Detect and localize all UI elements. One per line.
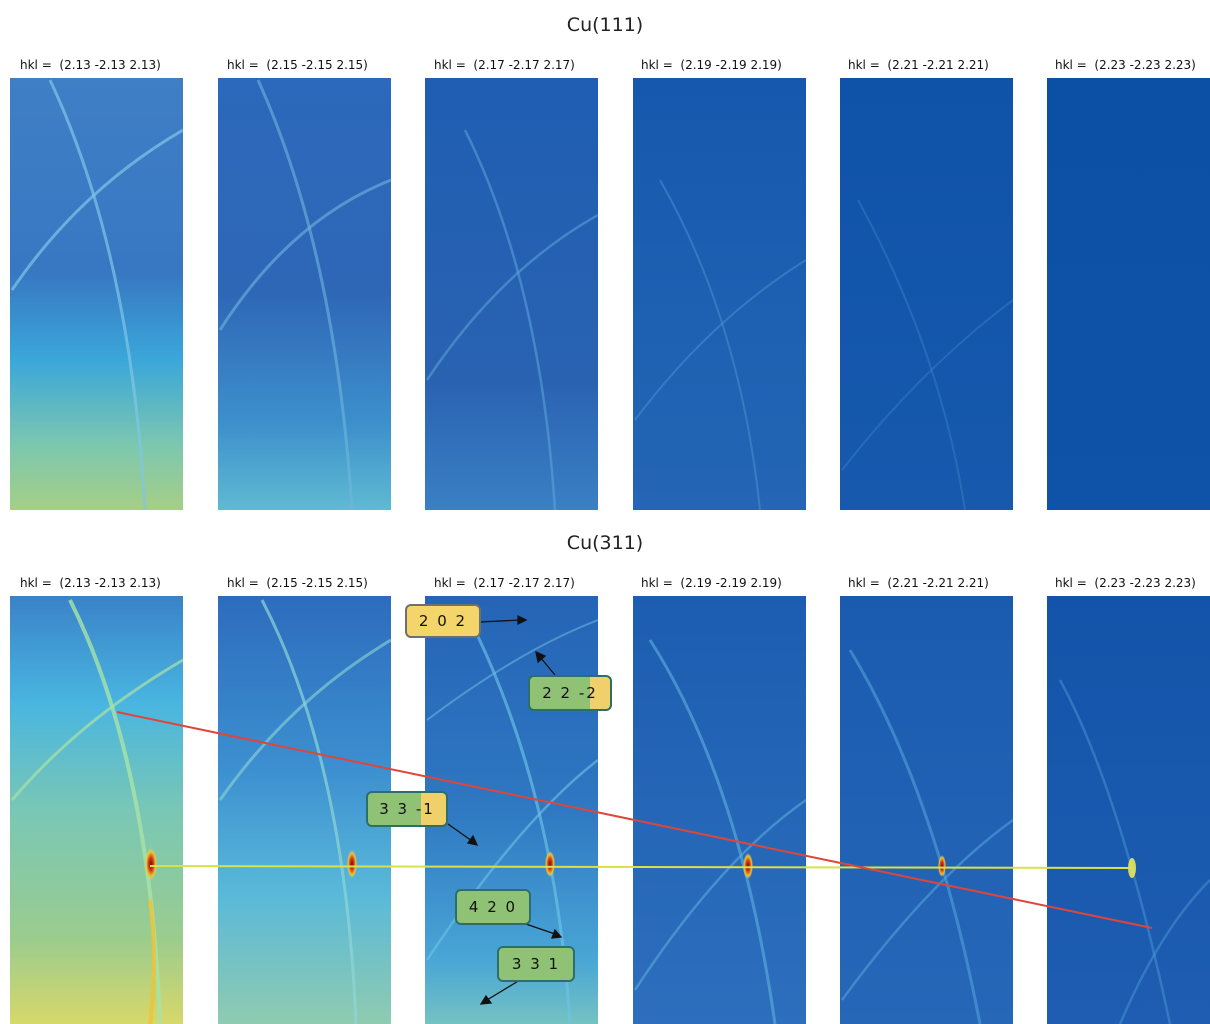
bottom-panel-4 — [633, 596, 806, 1024]
top-panel-1 — [10, 78, 183, 510]
top-panel-2 — [218, 78, 391, 510]
section-title-cu311: Cu(311) — [566, 532, 644, 554]
annotation-label-420: 4 2 0 — [455, 889, 531, 925]
bottom-panel-6 — [1047, 596, 1210, 1024]
annotation-arrows — [447, 614, 563, 1005]
panel-label: hkl = (2.17 -2.17 2.17) — [434, 58, 575, 72]
panel-label: hkl = (2.21 -2.21 2.21) — [848, 58, 989, 72]
horizontal-guide-line — [149, 865, 1133, 869]
diagonal-guide-line — [116, 711, 1153, 929]
bottom-panel-5 — [840, 596, 1013, 1024]
top-panel-6 — [1047, 78, 1210, 510]
top-panel-3 — [425, 78, 598, 510]
panel-label: hkl = (2.15 -2.15 2.15) — [227, 58, 368, 72]
annotation-label-33-1: 3 3 -1 — [366, 791, 448, 827]
panel-label: hkl = (2.13 -2.13 2.13) — [20, 58, 161, 72]
top-panel-4 — [633, 78, 806, 510]
annotation-label-22-2: 2 2 -2 — [528, 675, 612, 711]
annotation-label-202: 2 0 2 — [405, 604, 481, 638]
panel-label: hkl = (2.19 -2.19 2.19) — [641, 576, 782, 590]
panel-label: hkl = (2.13 -2.13 2.13) — [20, 576, 161, 590]
top-panel-5 — [840, 78, 1013, 510]
panel-label: hkl = (2.17 -2.17 2.17) — [434, 576, 575, 590]
panel-label: hkl = (2.15 -2.15 2.15) — [227, 576, 368, 590]
panel-label: hkl = (2.23 -2.23 2.23) — [1055, 576, 1196, 590]
panel-label: hkl = (2.21 -2.21 2.21) — [848, 576, 989, 590]
panel-label: hkl = (2.19 -2.19 2.19) — [641, 58, 782, 72]
bottom-panel-2 — [218, 596, 391, 1024]
bottom-panel-1 — [10, 596, 183, 1024]
annotation-label-331: 3 3 1 — [497, 946, 575, 982]
panel-label: hkl = (2.23 -2.23 2.23) — [1055, 58, 1196, 72]
section-title-cu111: Cu(111) — [566, 14, 644, 36]
